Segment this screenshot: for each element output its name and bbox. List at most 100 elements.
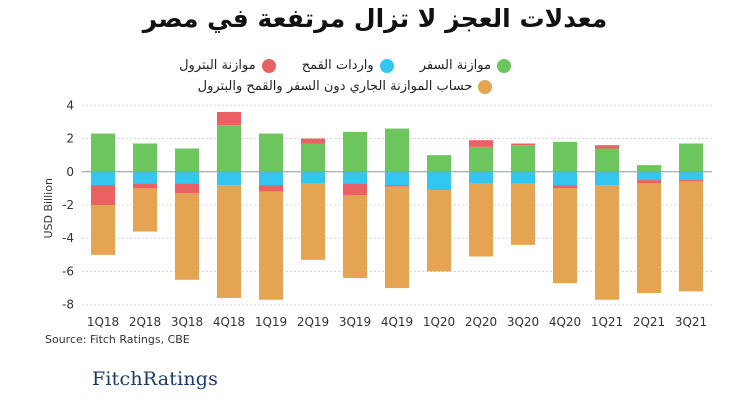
y-tick-label: -6 (62, 264, 74, 278)
x-tick-label-3Q21: 3Q21 (675, 315, 707, 329)
x-tick-label-2Q21: 2Q21 (633, 315, 665, 329)
bar-3Q18-series-2 (175, 171, 199, 184)
bar-4Q19-series-3 (385, 185, 409, 187)
bar-1Q19-series-0 (259, 133, 283, 172)
bar-3Q18-series-3 (175, 183, 199, 194)
bar-2Q19-series-4 (301, 183, 325, 260)
bar-3Q21-series-0 (679, 143, 703, 172)
x-tick-label-1Q21: 1Q21 (591, 315, 623, 329)
bar-1Q21-series-4 (595, 185, 619, 300)
x-tick-label-1Q20: 1Q20 (423, 315, 455, 329)
legend-travel-dot (496, 58, 511, 73)
bar-2Q18-series-4 (133, 188, 157, 232)
bar-3Q20-series-0 (511, 145, 535, 172)
bar-2Q19-series-2 (301, 171, 325, 184)
bar-3Q20-series-2 (511, 171, 535, 184)
bar-3Q20-series-4 (511, 183, 535, 245)
bar-1Q18-series-4 (91, 205, 115, 255)
bar-4Q20-series-2 (553, 171, 577, 186)
y-tick-label: 2 (66, 132, 74, 146)
bar-3Q21-series-2 (679, 171, 703, 181)
legend-wheat-dot (379, 58, 394, 73)
bar-2Q20-series-2 (469, 171, 493, 184)
y-tick-label: 0 (66, 165, 74, 179)
bar-1Q19-series-3 (259, 185, 283, 192)
fitch-ratings-logo: FitchRatings (92, 368, 218, 390)
bar-3Q19-series-4 (343, 195, 367, 279)
bar-4Q18-series-2 (217, 171, 241, 186)
bar-2Q20-series-1 (469, 140, 493, 147)
legend-row-1: موازنة السفر واردات القمح موازنة البترول (120, 58, 570, 73)
legend-wheat-label: واردات القمح (301, 58, 374, 73)
bar-3Q18-series-4 (175, 193, 199, 280)
logo-ratings: Ratings (142, 368, 219, 390)
y-tick-label: -2 (62, 198, 74, 212)
logo-fitch: Fitch (92, 368, 143, 390)
legend-item-wheat: واردات القمح (302, 58, 394, 73)
bar-4Q18-series-1 (217, 111, 241, 126)
y-axis-label: USD Billion (42, 178, 55, 239)
x-tick-label-2Q20: 2Q20 (465, 315, 497, 329)
bar-2Q20-series-4 (469, 183, 493, 257)
bar-2Q19-series-0 (301, 143, 325, 172)
x-tick-label-2Q18: 2Q18 (129, 315, 161, 329)
source-note: Source: Fitch Ratings, CBE (45, 333, 190, 346)
x-tick-label-3Q18: 3Q18 (171, 315, 203, 329)
bar-3Q19-series-0 (343, 131, 367, 172)
y-tick-label: -4 (62, 231, 74, 245)
bar-3Q21-series-4 (679, 181, 703, 292)
legend-item-petroleum: موازنة البترول (179, 58, 276, 73)
bar-2Q19-series-1 (301, 138, 325, 144)
bar-3Q20-series-1 (511, 143, 535, 146)
bar-4Q20-series-4 (553, 188, 577, 284)
y-tick-label: 4 (66, 98, 74, 112)
bar-3Q19-series-2 (343, 171, 367, 184)
legend-row-2: حساب الموازنة الجاري دون السفر والقمح وا… (120, 79, 570, 94)
bar-3Q18-series-0 (175, 148, 199, 172)
bar-1Q20-series-2 (427, 171, 451, 191)
bar-4Q20-series-0 (553, 141, 577, 172)
x-tick-label-1Q18: 1Q18 (87, 315, 119, 329)
bar-1Q21-series-0 (595, 148, 619, 172)
legend-travel-label: موازنة السفر (419, 58, 491, 73)
bar-2Q21-series-4 (637, 183, 661, 294)
bar-1Q19-series-2 (259, 171, 283, 186)
legend-item-travel: موازنة السفر (420, 58, 511, 73)
legend-current-label: حساب الموازنة الجاري دون السفر والقمح وا… (197, 79, 473, 94)
legend-item-current: حساب الموازنة الجاري دون السفر والقمح وا… (198, 79, 493, 94)
bar-1Q19-series-4 (259, 191, 283, 300)
stacked-bar-chart: 4 2 0 -2 -4 -6 -8 USD Billion 1Q18 2Q18 3Q18 4Q18 1Q… (42, 98, 712, 329)
bar-2Q21-series-0 (637, 165, 661, 172)
legend-petroleum-dot (261, 58, 276, 73)
bar-1Q20-series-0 (427, 155, 451, 172)
bar-2Q20-series-0 (469, 146, 493, 172)
chart-title: معدلات العجز لا تزال مرتفعة في مصر (142, 4, 608, 33)
bar-4Q19-series-2 (385, 171, 409, 186)
x-tick-label-4Q18: 4Q18 (213, 315, 245, 329)
bar-3Q19-series-3 (343, 183, 367, 196)
bar-4Q20-series-3 (553, 185, 577, 189)
bar-1Q21-series-1 (595, 145, 619, 149)
bar-1Q18-series-0 (91, 133, 115, 172)
x-tick-label-3Q20: 3Q20 (507, 315, 539, 329)
bar-2Q18-series-2 (133, 171, 157, 184)
bar-2Q18-series-3 (133, 183, 157, 189)
bar-1Q21-series-2 (595, 171, 619, 186)
x-tick-label-3Q19: 3Q19 (339, 315, 371, 329)
y-tick-label: -8 (62, 298, 74, 312)
bar-4Q18-series-4 (217, 185, 241, 299)
legend-petroleum-label: موازنة البترول (179, 58, 256, 73)
bar-4Q18-series-0 (217, 125, 241, 172)
bar-2Q21-series-2 (637, 171, 661, 181)
bar-2Q18-series-0 (133, 143, 157, 172)
x-tick-label-4Q20: 4Q20 (549, 315, 581, 329)
bar-4Q19-series-4 (385, 186, 409, 289)
x-tick-label-2Q19: 2Q19 (297, 315, 329, 329)
x-tick-label-1Q19: 1Q19 (255, 315, 287, 329)
legend-current-dot (478, 79, 493, 94)
x-tick-label-4Q19: 4Q19 (381, 315, 413, 329)
bar-1Q20-series-4 (427, 190, 451, 272)
bar-1Q18-series-2 (91, 171, 115, 186)
bar-1Q18-series-3 (91, 185, 115, 205)
bar-4Q19-series-0 (385, 128, 409, 172)
